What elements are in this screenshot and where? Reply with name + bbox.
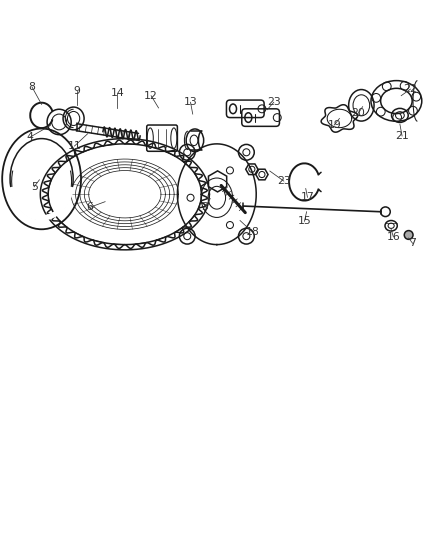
Text: 12: 12: [144, 91, 158, 101]
Text: 7: 7: [409, 238, 416, 248]
Text: 13: 13: [184, 97, 198, 107]
Text: 17: 17: [300, 192, 314, 203]
Text: 23: 23: [267, 97, 281, 107]
Text: 9: 9: [73, 86, 80, 96]
Text: 19: 19: [327, 120, 341, 130]
Text: 14: 14: [110, 88, 124, 99]
Text: 15: 15: [297, 216, 311, 227]
Circle shape: [404, 231, 413, 239]
Text: 21: 21: [395, 131, 409, 141]
Text: 20: 20: [351, 108, 365, 118]
Text: 11: 11: [67, 141, 81, 151]
Text: 3: 3: [201, 203, 208, 212]
Text: 18: 18: [246, 228, 260, 237]
Text: 16: 16: [386, 232, 400, 242]
Text: 8: 8: [28, 82, 35, 92]
Text: 5: 5: [31, 182, 38, 192]
Text: 4: 4: [26, 132, 33, 142]
Text: 22: 22: [403, 84, 417, 94]
Text: 23: 23: [277, 176, 291, 186]
Text: 6: 6: [86, 203, 93, 212]
